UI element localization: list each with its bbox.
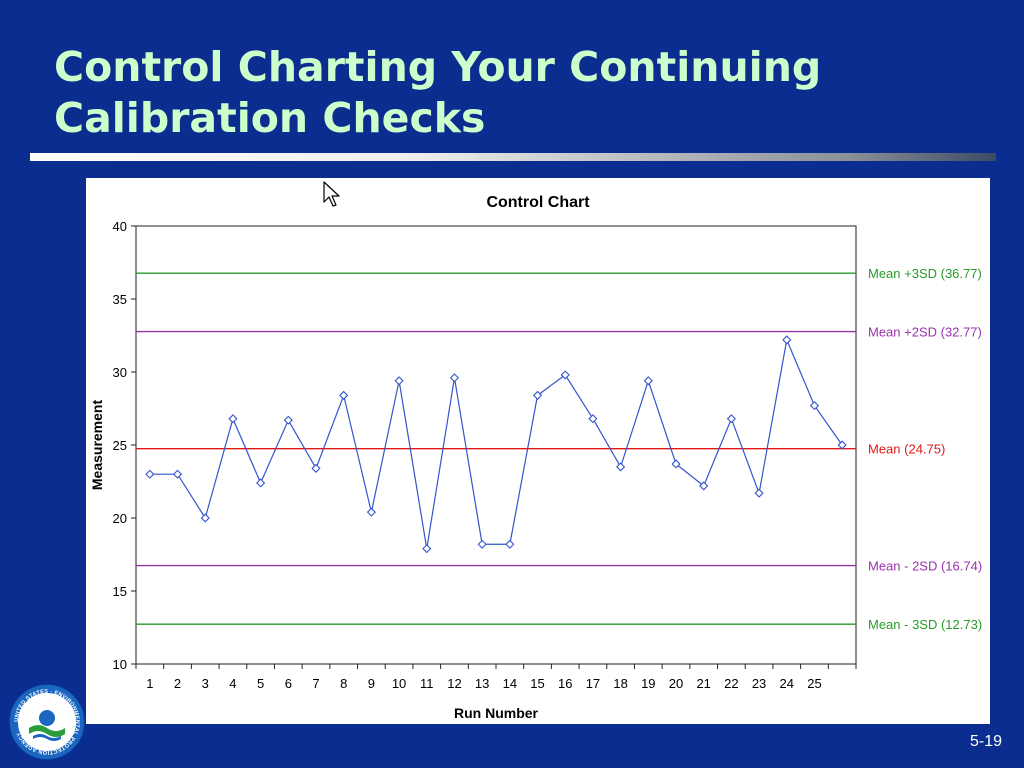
y-tick-label: 40 bbox=[113, 219, 127, 234]
series-layer bbox=[145, 335, 847, 554]
x-tick-label: 5 bbox=[257, 676, 264, 691]
x-tick-label: 10 bbox=[392, 676, 406, 691]
y-tick-label: 35 bbox=[113, 292, 127, 307]
data-point bbox=[588, 414, 598, 424]
reference-line-label: Mean (24.75) bbox=[868, 442, 945, 457]
slide-title: Control Charting Your Continuing Calibra… bbox=[54, 42, 994, 144]
x-tick-label: 6 bbox=[285, 676, 292, 691]
title-divider bbox=[30, 153, 996, 161]
epa-logo: UNITED STATES · ENVIRONMENTAL PROTECTION… bbox=[9, 684, 85, 760]
reference-lines: Mean +3SD (36.77) Mean +2SD (32.77) Mean (… bbox=[136, 266, 982, 632]
data-point bbox=[339, 390, 349, 400]
slide-title-line-1: Control Charting Your Continuing bbox=[54, 43, 822, 91]
x-tick-label: 12 bbox=[447, 676, 461, 691]
logo-sun-icon bbox=[39, 710, 55, 726]
data-point bbox=[172, 469, 183, 479]
y-axis: 10 15 20 25 30 35 40 bbox=[113, 219, 136, 672]
data-point bbox=[699, 481, 709, 491]
x-tick-label: 22 bbox=[724, 676, 738, 691]
data-point bbox=[809, 401, 820, 411]
data-point bbox=[616, 462, 626, 472]
y-tick-label: 10 bbox=[113, 657, 127, 672]
y-tick-label: 20 bbox=[113, 511, 127, 526]
reference-line-label: Mean - 2SD (16.74) bbox=[868, 559, 982, 574]
x-axis: 1 2 3 4 5 6 7 8 9 10 11 12 13 14 15 16 17 18 19 20 21 22 23 24 2… bbox=[135, 664, 857, 691]
data-point bbox=[283, 415, 293, 425]
reference-line-label: Mean - 3SD (12.73) bbox=[868, 617, 982, 632]
logo-wave-icon bbox=[29, 725, 65, 737]
x-tick-label: 19 bbox=[641, 676, 655, 691]
reference-line-label: Mean +2SD (32.77) bbox=[868, 325, 982, 340]
x-tick-label: 18 bbox=[613, 676, 627, 691]
x-tick-label: 13 bbox=[475, 676, 489, 691]
x-tick-label: 4 bbox=[229, 676, 236, 691]
x-tick-label: 21 bbox=[696, 676, 710, 691]
x-tick-label: 23 bbox=[752, 676, 766, 691]
x-tick-label: 3 bbox=[202, 676, 209, 691]
data-point bbox=[366, 507, 376, 517]
data-point bbox=[449, 373, 460, 383]
data-point bbox=[532, 390, 543, 400]
x-tick-label: 7 bbox=[312, 676, 319, 691]
x-tick-label: 11 bbox=[420, 676, 434, 691]
control-chart: Control Chart Mean +3SD (36.77) Mean +2SD… bbox=[89, 181, 982, 721]
x-tick-label: 1 bbox=[146, 676, 153, 691]
data-point bbox=[477, 539, 487, 549]
x-axis-title: Run Number bbox=[454, 705, 539, 721]
data-point bbox=[256, 478, 266, 488]
y-tick-label: 15 bbox=[113, 584, 127, 599]
data-point bbox=[837, 440, 847, 450]
x-tick-label: 2 bbox=[174, 676, 181, 691]
data-point bbox=[200, 513, 210, 523]
chart-title: Control Chart bbox=[486, 194, 590, 211]
x-tick-label: 15 bbox=[530, 676, 544, 691]
x-tick-label: 14 bbox=[503, 676, 517, 691]
data-point bbox=[394, 376, 404, 386]
data-point bbox=[782, 335, 792, 345]
x-tick-label: 20 bbox=[669, 676, 683, 691]
data-point bbox=[560, 370, 570, 380]
x-tick-label: 16 bbox=[558, 676, 572, 691]
data-point bbox=[671, 459, 681, 469]
x-tick-label: 17 bbox=[586, 676, 600, 691]
data-point bbox=[754, 488, 764, 498]
data-point bbox=[311, 463, 321, 473]
data-point bbox=[505, 539, 515, 549]
data-point bbox=[228, 414, 238, 424]
data-point bbox=[145, 469, 155, 479]
slide-number: 5-19 bbox=[969, 733, 1002, 750]
series-line bbox=[149, 337, 843, 549]
slide-title-line-2: Calibration Checks bbox=[54, 94, 486, 142]
data-point bbox=[422, 544, 432, 554]
x-tick-label: 8 bbox=[340, 676, 347, 691]
chart-panel: Control Chart Mean +3SD (36.77) Mean +2SD… bbox=[86, 178, 990, 724]
x-tick-label: 24 bbox=[780, 676, 794, 691]
y-tick-label: 30 bbox=[113, 365, 127, 380]
y-axis-title: Measurement bbox=[89, 400, 105, 491]
data-point bbox=[726, 414, 736, 424]
mouse-cursor-icon bbox=[323, 181, 340, 207]
reference-line-label: Mean +3SD (36.77) bbox=[868, 266, 982, 281]
x-tick-label: 9 bbox=[368, 676, 375, 691]
x-tick-label: 25 bbox=[807, 676, 821, 691]
y-tick-label: 25 bbox=[113, 438, 127, 453]
data-point bbox=[643, 376, 653, 386]
